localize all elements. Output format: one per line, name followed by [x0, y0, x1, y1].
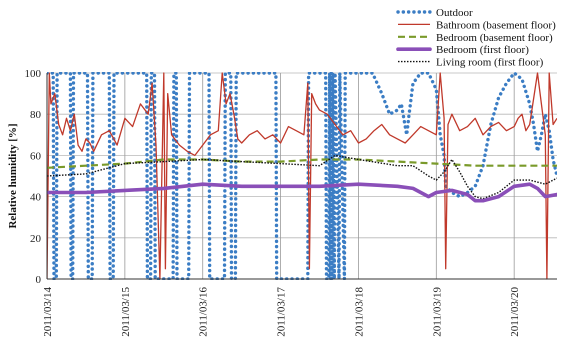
series-line	[47, 182, 557, 203]
x-tick-label: 2011/03/18	[353, 287, 365, 337]
series-line	[47, 158, 557, 169]
legend-label: Bedroom (basement floor)	[436, 32, 553, 44]
series-line	[47, 72, 557, 280]
x-tick-label: 2011/03/16	[198, 287, 210, 337]
y-tick-label: 40	[30, 192, 42, 204]
y-tick-label: 60	[30, 150, 42, 162]
y-axis-label: Relative humidity [%]	[7, 123, 19, 228]
x-tick-label: 2011/03/17	[276, 287, 288, 337]
x-tick-label: 2011/03/15	[120, 287, 132, 337]
y-tick-label: 20	[30, 233, 42, 245]
x-tick-label: 2011/03/14	[42, 287, 54, 337]
legend-label: Bedroom (first floor)	[436, 44, 529, 56]
x-tick-label: 2011/03/19	[431, 287, 443, 337]
series-line	[47, 72, 557, 280]
legend-label: Living room (first floor)	[436, 57, 544, 69]
legend-label: Bathroom (basement floor)	[436, 19, 556, 31]
legend-label: Outdoor	[436, 7, 473, 19]
y-tick-label: 0	[36, 274, 42, 286]
series-line	[47, 154, 557, 200]
y-tick-label: 80	[30, 109, 42, 121]
plot-area: 0 20 40 60 80 100 2011/03/14 2011/03/15 2011/03/…	[25, 68, 557, 337]
y-tick-label: 100	[25, 68, 42, 80]
x-tick-label: 2011/03/20	[509, 287, 521, 337]
